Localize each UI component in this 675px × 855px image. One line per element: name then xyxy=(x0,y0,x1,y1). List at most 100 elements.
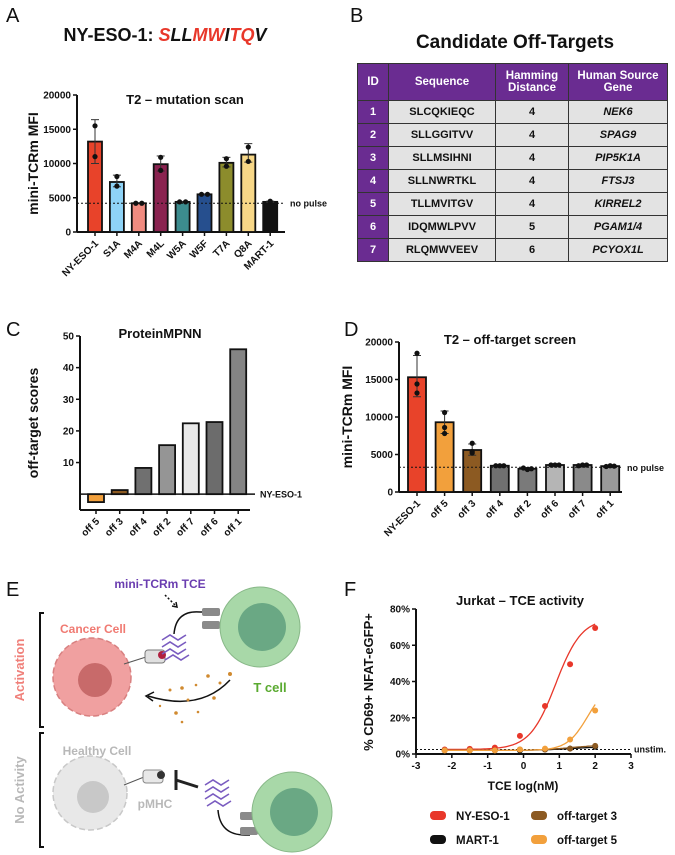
data-point xyxy=(584,462,590,468)
cell-gene: NEK6 xyxy=(568,100,668,124)
data-point xyxy=(552,462,558,468)
panel-letter-d: D xyxy=(344,319,358,341)
activation-label: Activation xyxy=(12,639,27,702)
healthy-nucleus-icon xyxy=(77,781,109,813)
data-point xyxy=(414,350,420,356)
chart-mutation-scan: T2 – mutation scan mini-TCRm MFI 0 5000 1000… xyxy=(25,91,327,280)
bar xyxy=(218,161,235,233)
off-target-table: ID Sequence Hamming Distance Human Sourc… xyxy=(357,63,668,262)
cell-id: 3 xyxy=(357,146,389,170)
peptide-residue: V xyxy=(255,25,269,45)
data-point xyxy=(469,450,475,456)
cell-id: 6 xyxy=(357,215,389,239)
x-tick-label: M4L xyxy=(145,238,167,260)
chart-proteinmpnn: ProteinMPNN off-target scores 10 20 30 40 50 of… xyxy=(25,326,302,539)
peptide-sequence: SLLMWITQV xyxy=(158,25,268,45)
mhc-stalk-2 xyxy=(123,776,145,786)
x-tick-label: off 4 xyxy=(127,516,150,539)
data-point xyxy=(524,466,531,473)
data-point xyxy=(520,465,527,471)
header-sequence: Sequence xyxy=(388,63,496,101)
bar xyxy=(240,153,257,233)
data-point xyxy=(223,163,229,169)
data-point xyxy=(501,463,507,469)
dotted-arrow-icon xyxy=(164,594,177,607)
t-cell-nucleus-icon xyxy=(238,603,286,651)
data-point xyxy=(442,424,448,431)
reference-label: NY-ESO-1 xyxy=(260,490,302,500)
y-tick-label: 15000 xyxy=(43,125,71,136)
cytotoxic-arrow xyxy=(147,679,231,703)
bar xyxy=(229,348,248,496)
cd3-icon xyxy=(202,608,220,616)
x-tick-label: off 2 xyxy=(511,498,534,521)
bar xyxy=(262,200,279,233)
data-point xyxy=(245,144,251,150)
data-point xyxy=(548,462,554,468)
data-point xyxy=(92,123,98,129)
cell-id: 4 xyxy=(357,169,389,193)
cell-id: 2 xyxy=(357,123,389,147)
legend-label: NY-ESO-1 xyxy=(456,811,510,823)
inhibit-icon xyxy=(174,770,199,790)
y-tick-label: 30 xyxy=(63,395,75,406)
panel-letter-e: E xyxy=(6,579,19,601)
tce-linker xyxy=(173,611,208,635)
cell-id: 5 xyxy=(357,192,389,216)
cell-gene: PIP5K1A xyxy=(568,146,668,170)
legend-swatch xyxy=(531,835,547,844)
no-activity-bracket xyxy=(39,732,44,848)
data-point xyxy=(542,702,548,709)
data-point xyxy=(204,191,211,197)
peptide-residue: L xyxy=(182,25,193,45)
panel-letter-f: F xyxy=(344,579,356,601)
bar xyxy=(489,464,510,493)
cell-sequence: SLLNWRTKL xyxy=(388,169,496,193)
data-point xyxy=(414,390,420,396)
cell-sequence: SLLGGITVV xyxy=(388,123,496,147)
bar xyxy=(205,421,224,496)
table-row: 7 RLQMWVEEV 6 PCYOX1L xyxy=(357,238,668,262)
data-point xyxy=(114,183,120,189)
cell-sequence: SLLMSIHNI xyxy=(388,146,496,170)
y-tick-label: 0 xyxy=(387,488,393,499)
data-point xyxy=(580,462,586,468)
x-tick-label: off 6 xyxy=(538,498,561,521)
data-point xyxy=(611,463,617,469)
x-tick-label: off 1 xyxy=(594,498,617,521)
t-cell-label: T cell xyxy=(253,680,286,695)
cell-id: 7 xyxy=(357,238,389,262)
data-point xyxy=(497,463,503,469)
data-point xyxy=(442,409,448,416)
table-row: 1 SLCQKIEQC 4 NEK6 xyxy=(357,100,668,124)
data-point xyxy=(516,732,523,739)
y-axis-label: % CD69+ NFAT-eGFP+ xyxy=(361,613,376,751)
arrowhead-icon xyxy=(171,601,178,608)
peptide-dot-icon-2 xyxy=(157,771,165,779)
x-tick-label: -1 xyxy=(483,761,492,772)
cell-sequence: IDQMWLPVV xyxy=(388,215,496,239)
x-tick-label: NY-ESO-1 xyxy=(382,498,423,539)
legend-swatch xyxy=(531,811,547,820)
x-tick-label: 0 xyxy=(521,761,527,772)
table-row: 6 IDQMWLPVV 5 PGAM1/4 xyxy=(357,215,668,239)
cytokine-dots-icon xyxy=(158,672,232,724)
bar xyxy=(545,464,565,493)
peptide-residue: W xyxy=(208,25,227,45)
table-title: Candidate Off-Targets xyxy=(416,32,614,53)
panel-letter-c: C xyxy=(6,319,20,341)
no-activity-label: No Activity xyxy=(12,756,27,824)
x-tick-label: off 7 xyxy=(566,498,589,521)
x-tick-label: M4A xyxy=(122,238,145,261)
y-tick-label: 0% xyxy=(396,750,411,761)
cell-hamming: 6 xyxy=(495,238,569,262)
x-axis-label: TCE log(nM) xyxy=(488,779,559,793)
x-tick-label: W5A xyxy=(165,238,189,262)
mini-tcrm-icon xyxy=(161,634,190,661)
peptide-residue: I xyxy=(225,25,231,45)
y-tick-label: 50 xyxy=(63,332,75,343)
y-tick-label: 10000 xyxy=(365,413,393,424)
cancer-cell-label: Cancer Cell xyxy=(60,622,126,636)
data-point xyxy=(567,745,574,752)
